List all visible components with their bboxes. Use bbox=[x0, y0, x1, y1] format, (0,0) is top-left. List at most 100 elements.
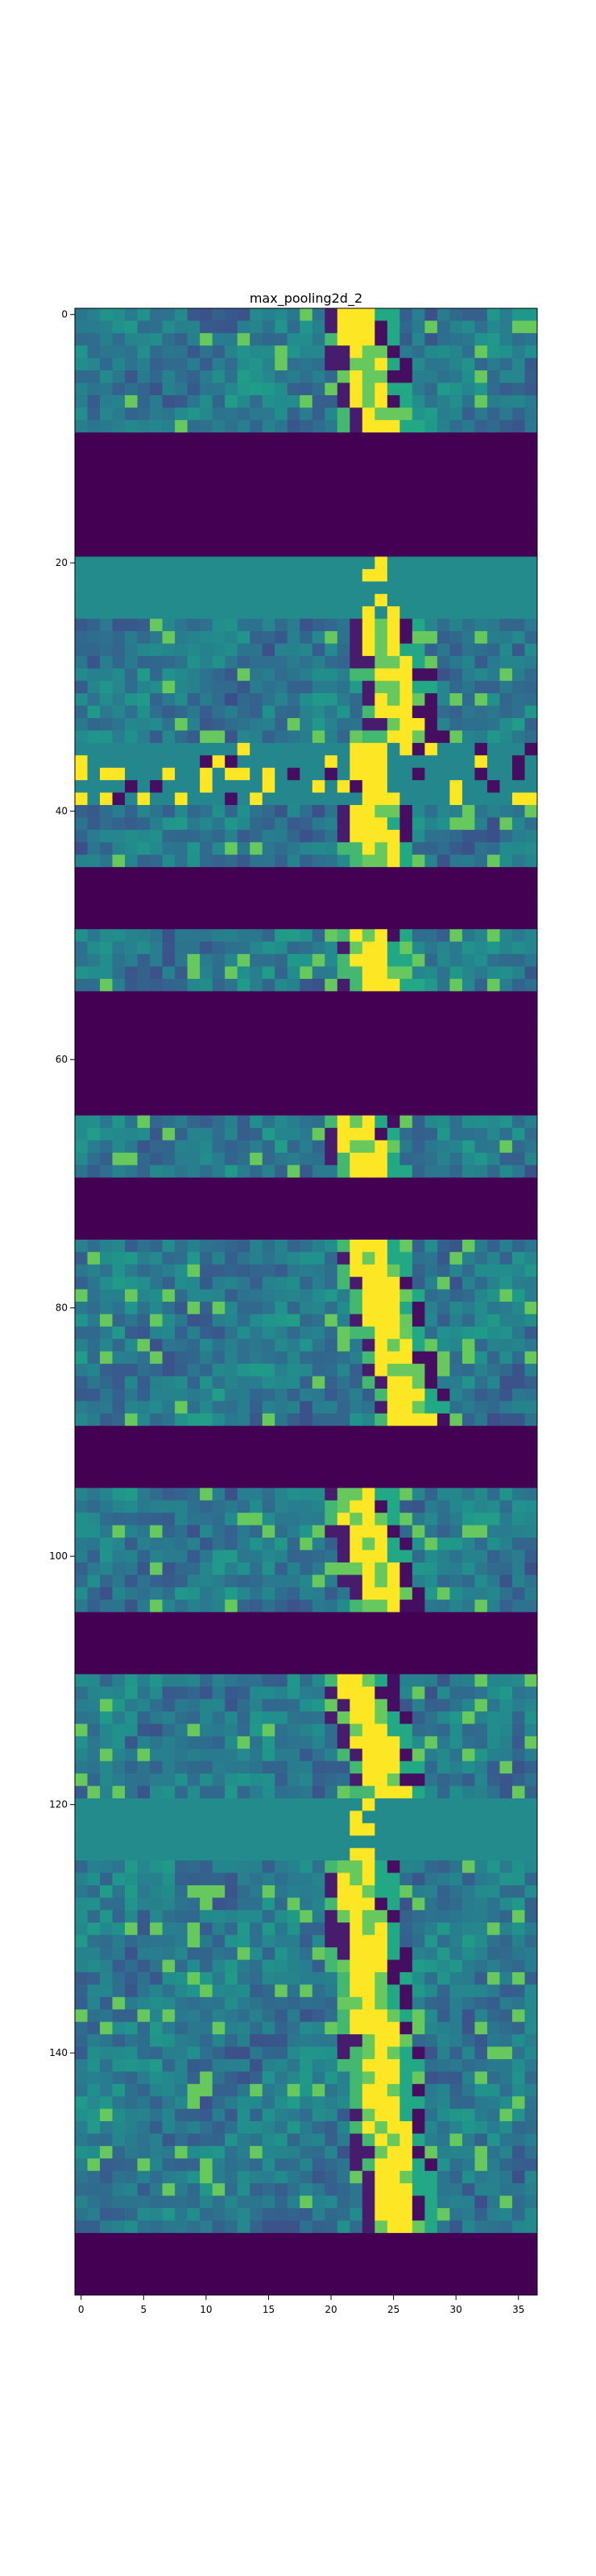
heatmap-cell bbox=[300, 1202, 313, 1216]
heatmap-cell bbox=[399, 1426, 413, 1439]
heatmap-cell bbox=[275, 1401, 288, 1414]
heatmap-cell bbox=[125, 382, 138, 396]
heatmap-cell bbox=[524, 1003, 538, 1017]
heatmap-cell bbox=[412, 1152, 425, 1166]
heatmap-cell bbox=[300, 879, 313, 893]
heatmap-cell bbox=[100, 1115, 113, 1129]
heatmap-cell bbox=[449, 1662, 463, 1675]
heatmap-cell bbox=[474, 593, 488, 607]
heatmap-cell bbox=[162, 531, 176, 545]
heatmap-cell bbox=[200, 1847, 213, 1861]
heatmap-cell bbox=[350, 1761, 363, 1774]
heatmap-cell bbox=[424, 1090, 438, 1104]
heatmap-cell bbox=[362, 1451, 375, 1463]
heatmap-cell bbox=[399, 1103, 413, 1117]
heatmap-cell bbox=[325, 469, 338, 483]
heatmap-cell bbox=[524, 742, 538, 756]
heatmap-cell bbox=[150, 1003, 163, 1017]
heatmap-cell bbox=[424, 1115, 438, 1129]
heatmap-cell bbox=[287, 1810, 300, 1824]
heatmap-cell bbox=[486, 780, 500, 793]
heatmap-cell bbox=[337, 668, 350, 682]
heatmap-cell bbox=[87, 929, 101, 943]
heatmap-cell bbox=[312, 1761, 325, 1774]
heatmap-cell bbox=[337, 1152, 350, 1166]
heatmap-cell bbox=[312, 1326, 325, 1340]
heatmap-cell bbox=[175, 1314, 188, 1327]
heatmap-cell bbox=[75, 643, 88, 657]
heatmap-cell bbox=[275, 1562, 288, 1575]
heatmap-cell bbox=[486, 345, 500, 359]
heatmap-cell bbox=[474, 1264, 488, 1278]
heatmap-cell bbox=[125, 1090, 138, 1104]
heatmap-cell bbox=[362, 978, 375, 992]
heatmap-cell bbox=[137, 382, 151, 396]
heatmap-cell bbox=[100, 1177, 113, 1191]
heatmap-cell bbox=[511, 1649, 525, 1662]
heatmap-cell bbox=[362, 1674, 375, 1687]
heatmap-cell bbox=[399, 1860, 413, 1873]
heatmap-cell bbox=[175, 730, 188, 744]
heatmap-cell bbox=[474, 730, 488, 744]
heatmap-cell bbox=[499, 1413, 513, 1426]
heatmap-cell bbox=[362, 1215, 375, 1228]
heatmap-cell bbox=[262, 320, 275, 334]
heatmap-cell bbox=[187, 1227, 201, 1241]
heatmap-cell bbox=[87, 767, 101, 781]
heatmap-cell bbox=[250, 867, 263, 880]
heatmap-cell bbox=[474, 506, 488, 520]
heatmap-cell bbox=[262, 1202, 275, 1216]
heatmap-cell bbox=[262, 345, 275, 359]
heatmap-cell bbox=[524, 544, 538, 557]
heatmap-cell bbox=[225, 1364, 238, 1377]
heatmap-cell bbox=[250, 1339, 263, 1352]
heatmap-cell bbox=[424, 1028, 438, 1042]
heatmap-cell bbox=[187, 1264, 201, 1278]
heatmap-cell bbox=[262, 668, 275, 682]
heatmap-cell bbox=[312, 432, 325, 446]
heatmap-cell bbox=[461, 394, 475, 408]
heatmap-cell bbox=[112, 494, 126, 508]
heatmap-cell bbox=[437, 568, 450, 582]
heatmap-cell bbox=[524, 1140, 538, 1154]
heatmap-cell bbox=[350, 1798, 363, 1811]
heatmap-cell bbox=[162, 891, 176, 905]
heatmap-cell bbox=[424, 1575, 438, 1588]
heatmap-cell bbox=[399, 1562, 413, 1575]
heatmap-cell bbox=[225, 854, 238, 868]
heatmap-cell bbox=[75, 1860, 88, 1873]
heatmap-cell bbox=[100, 394, 113, 408]
heatmap-cell bbox=[499, 904, 513, 918]
heatmap-cell bbox=[325, 755, 338, 769]
heatmap-cell bbox=[399, 469, 413, 483]
heatmap-cell bbox=[150, 469, 163, 483]
heatmap-cell bbox=[449, 1239, 463, 1253]
heatmap-cell bbox=[287, 1835, 300, 1849]
heatmap-cell bbox=[312, 1600, 325, 1613]
heatmap-cell bbox=[375, 1947, 388, 1960]
heatmap-cell bbox=[137, 1041, 151, 1054]
heatmap-cell bbox=[262, 1463, 275, 1476]
heatmap-cell bbox=[75, 1798, 88, 1811]
heatmap-cell bbox=[312, 506, 325, 520]
heatmap-cell bbox=[237, 1028, 250, 1042]
heatmap-cell bbox=[449, 357, 463, 371]
heatmap-cell bbox=[499, 631, 513, 644]
heatmap-cell bbox=[75, 1971, 88, 1985]
heatmap-cell bbox=[150, 593, 163, 607]
heatmap-cell bbox=[387, 1028, 400, 1042]
heatmap-cell bbox=[175, 1488, 188, 1501]
heatmap-cell bbox=[511, 332, 525, 346]
heatmap-cell bbox=[387, 1140, 400, 1154]
heatmap-cell bbox=[137, 705, 151, 719]
heatmap-cell bbox=[412, 407, 425, 421]
heatmap-cell bbox=[474, 1488, 488, 1501]
heatmap-cell bbox=[511, 1909, 525, 1923]
heatmap-cell bbox=[75, 680, 88, 694]
heatmap-cell bbox=[87, 1190, 101, 1203]
heatmap-cell bbox=[100, 792, 113, 806]
heatmap-cell bbox=[200, 1575, 213, 1588]
heatmap-cell bbox=[312, 792, 325, 806]
heatmap-cell bbox=[275, 606, 288, 620]
heatmap-cell bbox=[225, 780, 238, 793]
